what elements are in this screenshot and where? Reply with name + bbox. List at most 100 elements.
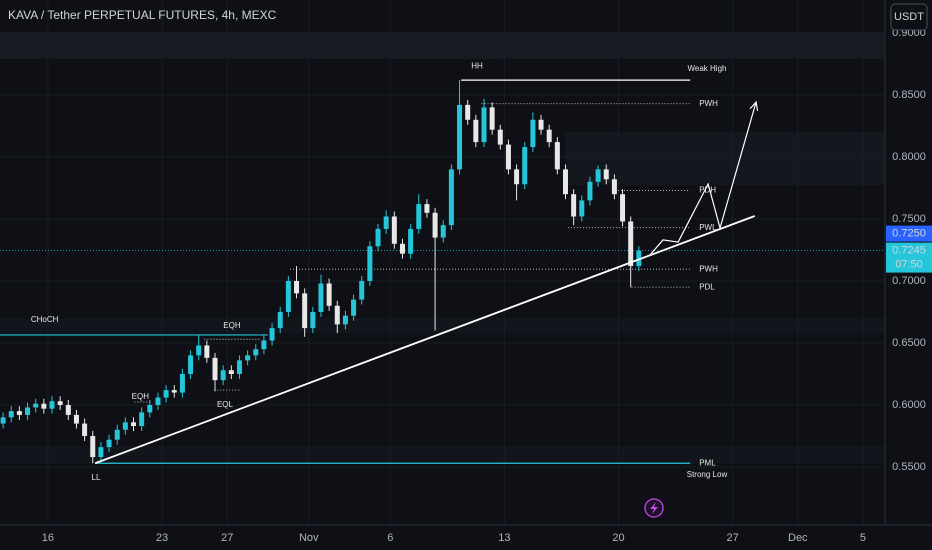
candle-body bbox=[579, 200, 585, 217]
candle-body bbox=[302, 293, 308, 329]
candle-body bbox=[497, 129, 503, 145]
annotation: Strong Low bbox=[687, 470, 728, 479]
candle-body bbox=[171, 390, 177, 393]
candle-body bbox=[326, 283, 332, 306]
candle-body bbox=[620, 194, 626, 222]
candle-body bbox=[25, 407, 31, 415]
candle-body bbox=[16, 411, 22, 415]
candle-body bbox=[432, 212, 438, 238]
candle-body bbox=[139, 412, 145, 427]
candle-body bbox=[636, 250, 642, 267]
candle-body bbox=[245, 355, 251, 361]
annotation: CHoCH bbox=[31, 315, 59, 324]
x-tick-label: 27 bbox=[726, 532, 738, 544]
candle-body bbox=[440, 225, 446, 238]
candle-body bbox=[98, 447, 104, 458]
candle-body bbox=[457, 104, 463, 170]
candle-body bbox=[351, 299, 357, 316]
annotation: EQL bbox=[217, 400, 234, 409]
candle-body bbox=[473, 119, 479, 143]
candle-body bbox=[285, 280, 291, 312]
level-label: PWL bbox=[699, 223, 717, 232]
zone bbox=[0, 318, 885, 333]
annotation: EQH bbox=[223, 321, 241, 330]
candle-body bbox=[114, 429, 120, 440]
candle-body bbox=[399, 243, 405, 254]
current-price-badge bbox=[886, 242, 932, 273]
candle-body bbox=[522, 147, 528, 185]
candle-body bbox=[90, 435, 96, 458]
x-tick-label: 27 bbox=[221, 532, 233, 544]
candle-body bbox=[228, 370, 234, 374]
candle-body bbox=[587, 181, 593, 201]
y-tick-label: 0.8000 bbox=[892, 151, 926, 163]
candle-body bbox=[310, 311, 316, 329]
candle-body bbox=[236, 360, 242, 374]
candle-body bbox=[514, 169, 520, 185]
candle-body bbox=[318, 283, 324, 312]
candle-body bbox=[505, 144, 511, 170]
x-tick-label: 20 bbox=[612, 532, 624, 544]
candle-body bbox=[41, 403, 47, 409]
candle-body bbox=[163, 390, 169, 398]
candle-body bbox=[57, 401, 63, 405]
event-icon-bolt[interactable] bbox=[650, 502, 658, 514]
annotation: Weak High bbox=[687, 64, 726, 73]
annotation: LL bbox=[92, 473, 101, 482]
level-label: PML bbox=[699, 458, 716, 467]
annotation: HH bbox=[471, 62, 483, 71]
level-label: PWH bbox=[699, 99, 718, 108]
annotation: EQH bbox=[132, 392, 150, 401]
x-tick-label: Dec bbox=[788, 532, 808, 544]
candle-body bbox=[611, 179, 617, 195]
candle-body bbox=[261, 340, 267, 350]
candle-body bbox=[628, 221, 634, 267]
candle-body bbox=[131, 422, 137, 427]
candle-body bbox=[220, 370, 226, 381]
candle-body bbox=[424, 204, 430, 213]
candle-body bbox=[82, 423, 88, 436]
y-tick-label: 0.8500 bbox=[892, 89, 926, 101]
level-label: PWH bbox=[699, 264, 718, 273]
candle-body bbox=[65, 404, 71, 415]
candle-body bbox=[562, 169, 568, 195]
x-tick-label: 13 bbox=[498, 532, 510, 544]
candle-body bbox=[375, 228, 381, 247]
currency-button[interactable] bbox=[890, 3, 928, 31]
y-tick-label: 0.7000 bbox=[892, 275, 926, 287]
marker-label: 0.7250 bbox=[892, 228, 926, 240]
candle-body bbox=[8, 411, 14, 418]
y-tick-label: 0.7500 bbox=[892, 213, 926, 225]
y-tick-label: 0.6000 bbox=[892, 399, 926, 411]
candle-body bbox=[383, 216, 389, 229]
marker-badge bbox=[886, 225, 932, 242]
candle-body bbox=[106, 439, 112, 448]
currency-button-label[interactable]: USDT bbox=[894, 11, 924, 23]
projection-arrowhead bbox=[749, 100, 759, 112]
candle-body bbox=[359, 280, 365, 300]
candle-body bbox=[489, 107, 495, 130]
candle-body bbox=[603, 169, 609, 180]
projection-path bbox=[649, 101, 757, 256]
x-tick-label: Nov bbox=[299, 532, 319, 544]
candle-body bbox=[546, 129, 552, 143]
x-tick-label: 16 bbox=[42, 532, 54, 544]
current-price-label: 0.7245 bbox=[892, 245, 926, 257]
candle-body bbox=[0, 417, 6, 424]
level-label: PDH bbox=[699, 186, 716, 195]
candle-body bbox=[188, 355, 194, 374]
zone bbox=[0, 32, 885, 59]
level-label: PDL bbox=[699, 282, 715, 291]
candle-body bbox=[269, 328, 275, 341]
y-tick-label: 0.5500 bbox=[892, 461, 926, 473]
candle-body bbox=[294, 280, 300, 294]
candle-body bbox=[367, 246, 373, 281]
x-tick-label: 6 bbox=[387, 532, 393, 544]
candle-body bbox=[33, 403, 39, 408]
candle-body bbox=[155, 397, 161, 405]
candle-body bbox=[147, 404, 153, 413]
candle-body bbox=[204, 345, 210, 358]
candle-body bbox=[253, 349, 259, 356]
